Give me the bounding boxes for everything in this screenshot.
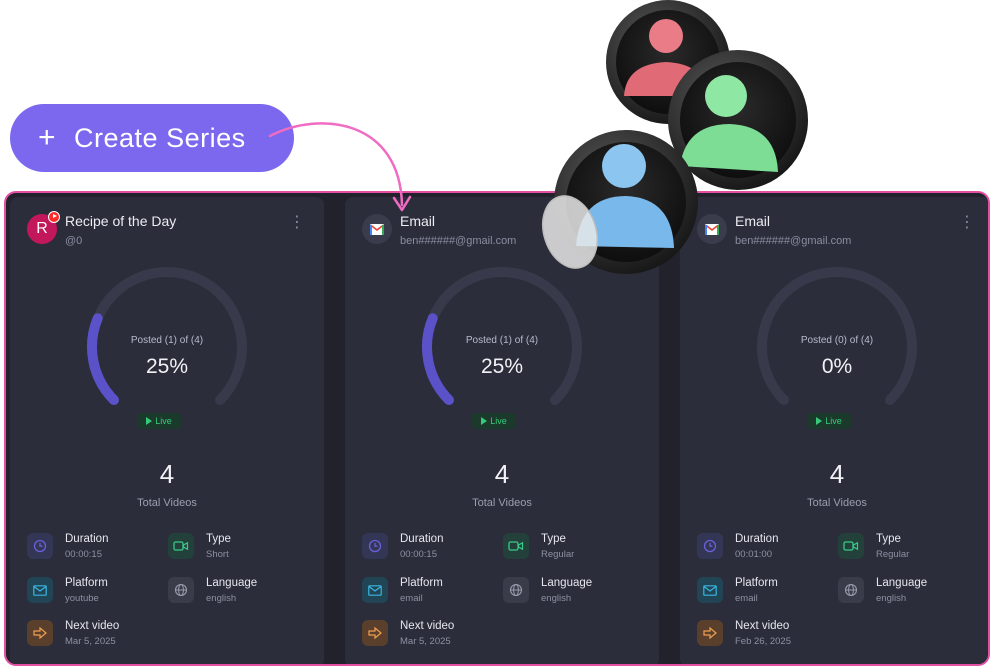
series-card[interactable]: Email ben######@gmail.com ⋮ Posted (0) o… [680,197,988,664]
globe-icon [503,577,529,603]
series-panel: R Recipe of the Day @0 ⋮ Posted (1) of (… [4,191,990,666]
total-videos-count: 4 [159,459,175,489]
envelope-icon [697,577,723,603]
posted-count: Posted (0) of (4) [800,335,874,346]
user-avatars-illustration-icon [542,0,808,274]
video-camera-icon [503,533,529,559]
envelope-icon [27,577,53,603]
globe-icon [838,577,864,603]
create-series-label: Create Series [74,122,246,153]
duration-item: Duration 00:01:00 [697,533,778,560]
progress-gauge: Posted (1) of (4) 25% Live [80,267,254,429]
plus-icon: + [38,121,57,154]
next-video-item: Next video Mar 5, 2025 [27,620,119,647]
duration-item: Duration 00:00:15 [27,533,108,560]
card-subtitle: ben######@gmail.com [400,235,517,247]
gmail-icon [697,214,727,244]
series-card[interactable]: R Recipe of the Day @0 ⋮ Posted (1) of (… [10,197,324,664]
card-subtitle: ben######@gmail.com [735,235,852,247]
language-item: Language english [503,577,592,604]
platform-item: Platform youtube [27,577,108,604]
progress-percent: 25% [145,355,189,378]
youtube-badge-icon [48,211,60,223]
progress-percent: 0% [821,355,853,378]
arrow-right-icon [27,620,53,646]
globe-icon [168,577,194,603]
total-videos-label: Total Videos [137,497,197,509]
card-title: Email [400,213,436,229]
type-item: Type Regular [503,533,574,560]
clock-icon [362,533,388,559]
envelope-icon [362,577,388,603]
card-header: Email ben######@gmail.com ⋮ [697,211,977,251]
platform-item: Platform email [697,577,778,604]
next-video-item: Next video Feb 26, 2025 [697,620,791,647]
language-item: Language english [168,577,257,604]
total-videos-label: Total Videos [807,497,867,509]
progress-gauge: Posted (0) of (4) 0% Live [750,267,924,429]
arrow-right-icon [697,620,723,646]
card-subtitle: @0 [65,235,83,247]
play-icon [481,417,488,425]
language-item: Language english [838,577,927,604]
total-videos-count: 4 [829,459,845,489]
type-item: Type Regular [838,533,909,560]
posted-count: Posted (1) of (4) [465,335,539,346]
clock-icon [697,533,723,559]
posted-count: Posted (1) of (4) [130,335,204,346]
total-videos-label: Total Videos [472,497,532,509]
type-item: Type Short [168,533,231,560]
card-title: Recipe of the Day [65,213,177,229]
platform-item: Platform email [362,577,443,604]
total-videos-count: 4 [494,459,510,489]
status-badge: Live [807,413,851,429]
duration-item: Duration 00:00:15 [362,533,443,560]
status-badge: Live [472,413,516,429]
gmail-icon [362,214,392,244]
create-series-button[interactable]: + Create Series [10,104,294,172]
play-icon [146,417,153,425]
card-header: R Recipe of the Day @0 ⋮ [27,211,307,251]
status-badge: Live [137,413,181,429]
card-title: Email [735,213,771,229]
play-icon [816,417,823,425]
video-camera-icon [838,533,864,559]
progress-gauge: Posted (1) of (4) 25% Live [415,267,589,429]
clock-icon [27,533,53,559]
more-options-icon[interactable]: ⋮ [289,214,305,231]
next-video-item: Next video Mar 5, 2025 [362,620,454,647]
arrow-right-icon [362,620,388,646]
more-options-icon[interactable]: ⋮ [959,214,975,231]
progress-percent: 25% [480,355,524,378]
video-camera-icon [168,533,194,559]
